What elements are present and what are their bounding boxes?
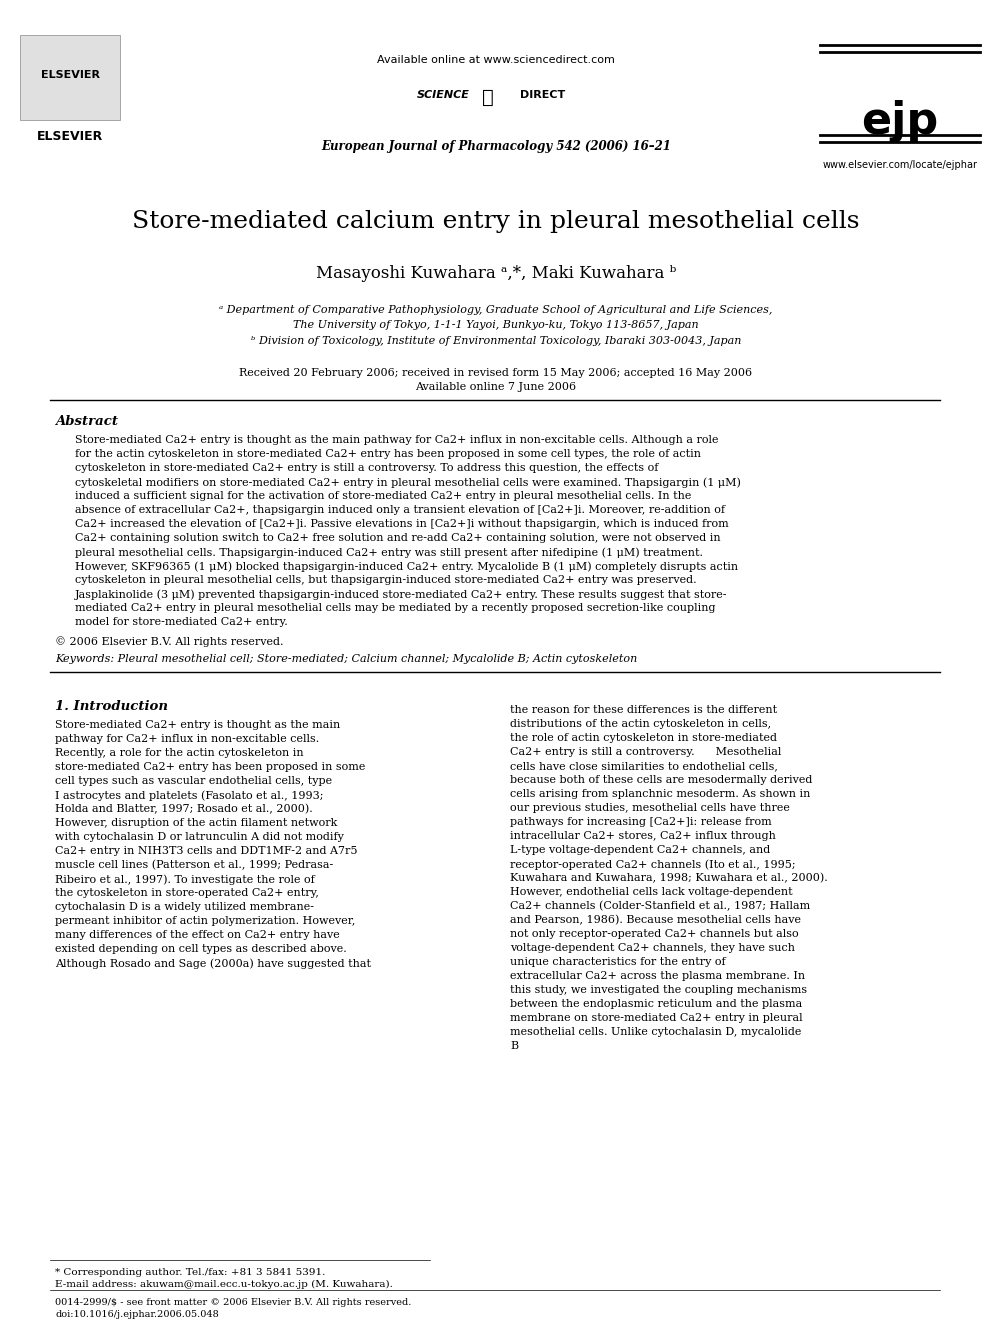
Text: Received 20 February 2006; received in revised form 15 May 2006; accepted 16 May: Received 20 February 2006; received in r… [239,368,753,378]
Text: Store-mediated Ca2+ entry is thought as the main pathway for Ca2+ influx in non-: Store-mediated Ca2+ entry is thought as … [75,435,718,445]
Text: Ca2+ channels (Colder-Stanfield et al., 1987; Hallam: Ca2+ channels (Colder-Stanfield et al., … [510,901,810,912]
Text: doi:10.1016/j.ejphar.2006.05.048: doi:10.1016/j.ejphar.2006.05.048 [55,1310,219,1319]
Text: voltage-dependent Ca2+ channels, they have such: voltage-dependent Ca2+ channels, they ha… [510,943,795,953]
Text: absence of extracellular Ca2+, thapsigargin induced only a transient elevation o: absence of extracellular Ca2+, thapsigar… [75,505,725,515]
Text: cell types such as vascular endothelial cells, type: cell types such as vascular endothelial … [55,777,332,786]
Text: Kuwahara and Kuwahara, 1998; Kuwahara et al., 2000).: Kuwahara and Kuwahara, 1998; Kuwahara et… [510,873,827,884]
Text: existed depending on cell types as described above.: existed depending on cell types as descr… [55,945,347,954]
Text: ⓐ: ⓐ [482,89,494,107]
Text: because both of these cells are mesodermally derived: because both of these cells are mesoderm… [510,775,812,785]
Text: 0014-2999/$ - see front matter © 2006 Elsevier B.V. All rights reserved.: 0014-2999/$ - see front matter © 2006 El… [55,1298,412,1307]
Text: mesothelial cells. Unlike cytochalasin D, mycalolide: mesothelial cells. Unlike cytochalasin D… [510,1027,802,1037]
Text: * Corresponding author. Tel./fax: +81 3 5841 5391.: * Corresponding author. Tel./fax: +81 3 … [55,1267,325,1277]
Text: with cytochalasin D or latrunculin A did not modify: with cytochalasin D or latrunculin A did… [55,832,344,841]
Text: However, disruption of the actin filament network: However, disruption of the actin filamen… [55,818,337,828]
Text: cytoskeletal modifiers on store-mediated Ca2+ entry in pleural mesothelial cells: cytoskeletal modifiers on store-mediated… [75,478,741,488]
Text: ELSEVIER: ELSEVIER [41,70,99,79]
Text: extracellular Ca2+ across the plasma membrane. In: extracellular Ca2+ across the plasma mem… [510,971,806,980]
Text: cytochalasin D is a widely utilized membrane-: cytochalasin D is a widely utilized memb… [55,902,314,912]
Text: Ca2+ entry is still a controversy.      Mesothelial: Ca2+ entry is still a controversy. Mesot… [510,747,782,757]
Text: the cytoskeleton in store-operated Ca2+ entry,: the cytoskeleton in store-operated Ca2+ … [55,888,318,898]
Text: our previous studies, mesothelial cells have three: our previous studies, mesothelial cells … [510,803,790,814]
Text: ejp: ejp [861,101,938,143]
Text: mediated Ca2+ entry in pleural mesothelial cells may be mediated by a recently p: mediated Ca2+ entry in pleural mesotheli… [75,603,715,613]
Text: Masayoshi Kuwahara ᵃ,*, Maki Kuwahara ᵇ: Masayoshi Kuwahara ᵃ,*, Maki Kuwahara ᵇ [315,265,677,282]
Text: the reason for these differences is the different: the reason for these differences is the … [510,705,777,714]
Text: receptor-operated Ca2+ channels (Ito et al., 1995;: receptor-operated Ca2+ channels (Ito et … [510,859,796,869]
Text: induced a sufficient signal for the activation of store-mediated Ca2+ entry in p: induced a sufficient signal for the acti… [75,491,691,501]
Text: Ca2+ increased the elevation of [Ca2+]i. Passive elevations in [Ca2+]i without t: Ca2+ increased the elevation of [Ca2+]i.… [75,519,729,529]
Text: However, SKF96365 (1 μM) blocked thapsigargin-induced Ca2+ entry. Mycalolide B (: However, SKF96365 (1 μM) blocked thapsig… [75,561,738,572]
Text: Available online 7 June 2006: Available online 7 June 2006 [416,382,576,392]
Text: Store-mediated calcium entry in pleural mesothelial cells: Store-mediated calcium entry in pleural … [132,210,860,233]
Text: cells have close similarities to endothelial cells,: cells have close similarities to endothe… [510,761,778,771]
Text: L-type voltage-dependent Ca2+ channels, and: L-type voltage-dependent Ca2+ channels, … [510,845,770,855]
Text: cytoskeleton in store-mediated Ca2+ entry is still a controversy. To address thi: cytoskeleton in store-mediated Ca2+ entr… [75,463,659,474]
Text: intracellular Ca2+ stores, Ca2+ influx through: intracellular Ca2+ stores, Ca2+ influx t… [510,831,776,841]
Text: pathways for increasing [Ca2+]i: release from: pathways for increasing [Ca2+]i: release… [510,818,772,827]
Text: Jasplakinolide (3 μM) prevented thapsigargin-induced store-mediated Ca2+ entry. : Jasplakinolide (3 μM) prevented thapsiga… [75,589,727,599]
Text: Although Rosado and Sage (2000a) have suggested that: Although Rosado and Sage (2000a) have su… [55,958,371,968]
Text: Ca2+ containing solution switch to Ca2+ free solution and re-add Ca2+ containing: Ca2+ containing solution switch to Ca2+ … [75,533,720,542]
Text: membrane on store-mediated Ca2+ entry in pleural: membrane on store-mediated Ca2+ entry in… [510,1013,803,1023]
Text: unique characteristics for the entry of: unique characteristics for the entry of [510,957,725,967]
Text: B: B [510,1041,518,1050]
Text: muscle cell lines (Patterson et al., 1999; Pedrasa-: muscle cell lines (Patterson et al., 199… [55,860,333,871]
Text: Ca2+ entry in NIH3T3 cells and DDT1MF-2 and A7r5: Ca2+ entry in NIH3T3 cells and DDT1MF-2 … [55,845,357,856]
Text: SCIENCE: SCIENCE [417,90,470,101]
Text: the role of actin cytoskeleton in store-mediated: the role of actin cytoskeleton in store-… [510,733,777,744]
Text: I astrocytes and platelets (Fasolato et al., 1993;: I astrocytes and platelets (Fasolato et … [55,790,323,800]
Text: store-mediated Ca2+ entry has been proposed in some: store-mediated Ca2+ entry has been propo… [55,762,365,773]
Text: E-mail address: akuwam@mail.ecc.u-tokyo.ac.jp (M. Kuwahara).: E-mail address: akuwam@mail.ecc.u-tokyo.… [55,1279,393,1289]
Text: for the actin cytoskeleton in store-mediated Ca2+ entry has been proposed in som: for the actin cytoskeleton in store-medi… [75,448,701,459]
Text: Abstract: Abstract [55,415,118,429]
Text: not only receptor-operated Ca2+ channels but also: not only receptor-operated Ca2+ channels… [510,929,799,939]
Text: Holda and Blatter, 1997; Rosado et al., 2000).: Holda and Blatter, 1997; Rosado et al., … [55,804,312,815]
Text: between the endoplasmic reticulum and the plasma: between the endoplasmic reticulum and th… [510,999,803,1009]
Text: model for store-mediated Ca2+ entry.: model for store-mediated Ca2+ entry. [75,617,288,627]
Text: Store-mediated Ca2+ entry is thought as the main: Store-mediated Ca2+ entry is thought as … [55,720,340,730]
Text: and Pearson, 1986). Because mesothelial cells have: and Pearson, 1986). Because mesothelial … [510,916,801,925]
Text: many differences of the effect on Ca2+ entry have: many differences of the effect on Ca2+ e… [55,930,339,941]
Text: distributions of the actin cytoskeleton in cells,: distributions of the actin cytoskeleton … [510,718,771,729]
Text: ᵃ Department of Comparative Pathophysiology, Graduate School of Agricultural and: ᵃ Department of Comparative Pathophysiol… [219,306,773,315]
Text: pleural mesothelial cells. Thapsigargin-induced Ca2+ entry was still present aft: pleural mesothelial cells. Thapsigargin-… [75,546,703,557]
Text: permeant inhibitor of actin polymerization. However,: permeant inhibitor of actin polymerizati… [55,916,355,926]
Text: ᵇ Division of Toxicology, Institute of Environmental Toxicology, Ibaraki 303-004: ᵇ Division of Toxicology, Institute of E… [251,336,741,347]
Text: this study, we investigated the coupling mechanisms: this study, we investigated the coupling… [510,986,807,995]
Text: The University of Tokyo, 1-1-1 Yayoi, Bunkyo-ku, Tokyo 113-8657, Japan: The University of Tokyo, 1-1-1 Yayoi, Bu… [294,320,698,329]
Text: European Journal of Pharmacology 542 (2006) 16–21: European Journal of Pharmacology 542 (20… [321,140,671,153]
Text: Recently, a role for the actin cytoskeleton in: Recently, a role for the actin cytoskele… [55,747,304,758]
Text: Ribeiro et al., 1997). To investigate the role of: Ribeiro et al., 1997). To investigate th… [55,875,314,885]
Text: ELSEVIER: ELSEVIER [37,130,103,143]
Text: © 2006 Elsevier B.V. All rights reserved.: © 2006 Elsevier B.V. All rights reserved… [55,636,284,647]
Text: cells arising from splanchnic mesoderm. As shown in: cells arising from splanchnic mesoderm. … [510,789,810,799]
FancyBboxPatch shape [20,34,120,120]
Text: Keywords: Pleural mesothelial cell; Store-mediated; Calcium channel; Mycalolide : Keywords: Pleural mesothelial cell; Stor… [55,654,637,664]
Text: pathway for Ca2+ influx in non-excitable cells.: pathway for Ca2+ influx in non-excitable… [55,734,319,744]
Text: However, endothelial cells lack voltage-dependent: However, endothelial cells lack voltage-… [510,886,793,897]
Text: www.elsevier.com/locate/ejphar: www.elsevier.com/locate/ejphar [822,160,977,169]
Text: cytoskeleton in pleural mesothelial cells, but thapsigargin-induced store-mediat: cytoskeleton in pleural mesothelial cell… [75,576,696,585]
Text: DIRECT: DIRECT [520,90,565,101]
Text: 1. Introduction: 1. Introduction [55,700,168,713]
Text: Available online at www.sciencedirect.com: Available online at www.sciencedirect.co… [377,56,615,65]
